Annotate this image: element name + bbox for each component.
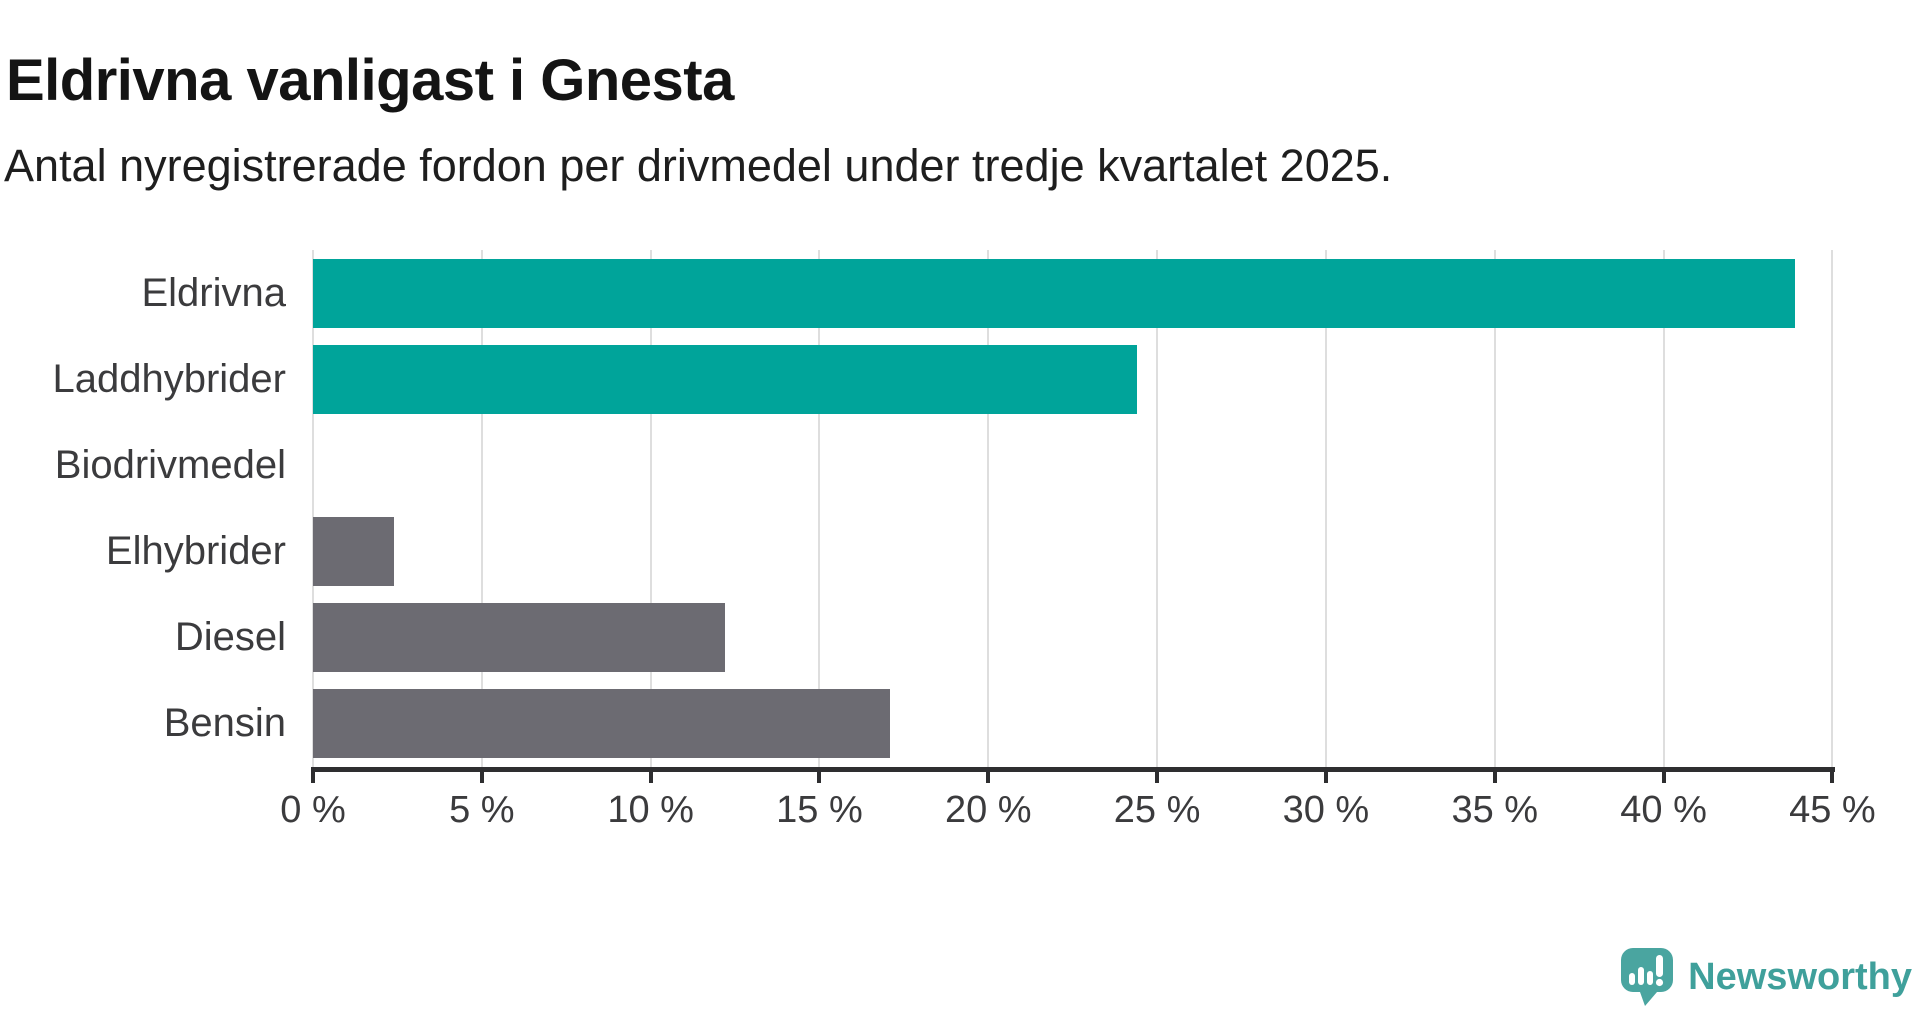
x-axis-tick: [986, 771, 991, 783]
gridline: [1156, 250, 1159, 767]
gridline: [649, 250, 652, 767]
newsworthy-logo: Newsworthy: [1619, 946, 1912, 1008]
x-axis-tick-label: 30 %: [1282, 789, 1370, 831]
category-label: Laddhybrider: [52, 356, 287, 401]
gridline: [480, 250, 483, 767]
bar: [313, 517, 395, 587]
x-axis-tick: [817, 771, 822, 783]
bar: [313, 689, 891, 759]
x-axis-tick-label: 20 %: [944, 789, 1032, 831]
category-label: Bensin: [163, 701, 286, 746]
page-subtitle: Antal nyregistrerade fordon per drivmede…: [4, 140, 1393, 191]
x-axis-tick: [1492, 771, 1497, 783]
newsworthy-logo-text: Newsworthy: [1688, 955, 1912, 998]
x-axis-tick-label: 45 %: [1789, 789, 1876, 831]
category-label: Biodrivmedel: [54, 442, 286, 487]
category-label: Eldrivna: [141, 270, 286, 315]
x-axis-tick: [648, 771, 653, 783]
bar: [313, 603, 725, 673]
gridline: [1324, 250, 1327, 767]
x-axis-tick-label: 25 %: [1113, 789, 1201, 831]
gridline: [312, 250, 314, 767]
x-axis-tick-label: 5 %: [449, 789, 515, 831]
x-axis-tick-label: 10 %: [607, 789, 694, 831]
x-axis-tick-label: 15 %: [776, 789, 863, 831]
category-label: Diesel: [174, 615, 286, 660]
gridline: [1493, 250, 1496, 767]
x-axis-tick-label: 40 %: [1620, 789, 1707, 831]
x-axis-tick: [1323, 771, 1328, 783]
gridline: [987, 250, 990, 767]
x-axis-line: [310, 767, 1835, 772]
bar: [313, 258, 1796, 328]
x-axis-tick: [311, 771, 315, 783]
x-axis-tick: [1830, 771, 1835, 783]
x-axis-tick: [479, 771, 484, 783]
newsworthy-logo-icon: [1621, 948, 1674, 1006]
gridline: [1831, 250, 1834, 767]
bar: [313, 344, 1137, 414]
x-axis-tick-label: 35 %: [1451, 789, 1539, 831]
gridline: [818, 250, 821, 767]
x-axis-tick: [1661, 771, 1666, 783]
x-axis-tick: [1155, 771, 1160, 783]
category-label: Elhybrider: [105, 529, 286, 574]
page-title: Eldrivna vanligast i Gnesta: [6, 47, 734, 113]
gridline: [1662, 250, 1665, 767]
x-axis-tick-label: 0 %: [280, 789, 346, 831]
